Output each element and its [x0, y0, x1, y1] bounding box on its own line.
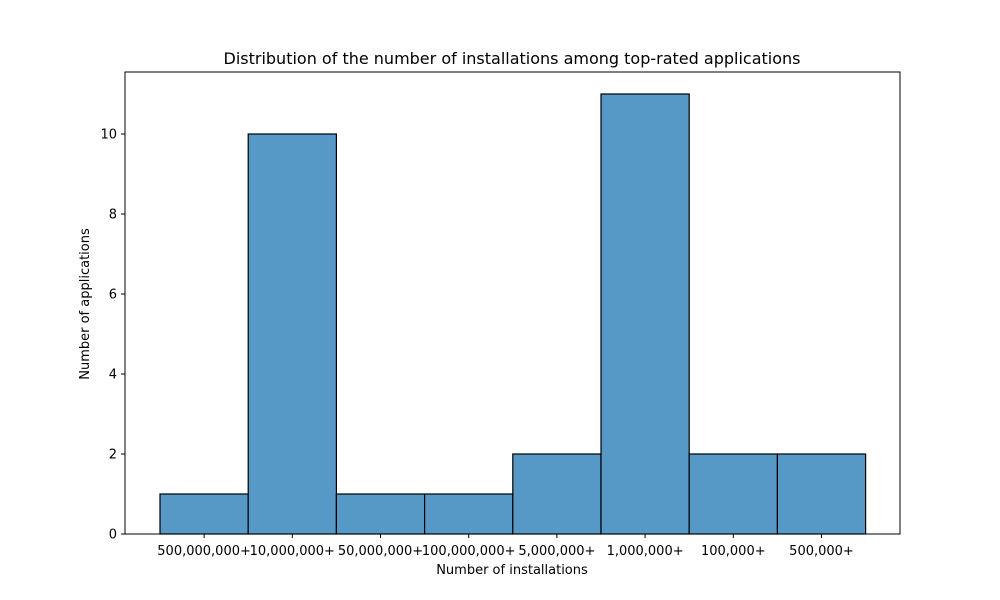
bar-6: [688, 453, 779, 535]
x-axis-label: Number of installations: [436, 563, 588, 578]
chart-title: Distribution of the number of installati…: [224, 49, 801, 68]
bar-5: [600, 93, 690, 535]
bar-7: [776, 453, 867, 535]
y-tick-label-3: 6: [109, 288, 117, 303]
x-axis: 500,000,000+10,000,000+ 50,000,000+100,00…: [157, 534, 854, 559]
bar-1: [247, 133, 337, 535]
y-tick-label-4: 8: [109, 208, 117, 223]
y-axis: 0 2 4 6 8 10: [100, 128, 125, 543]
plot-frame: [124, 71, 901, 535]
x-tick-label-1: 10,000,000+: [250, 544, 335, 559]
y-tick-label-5: 10: [100, 128, 117, 143]
x-tick-label-3: 100,000,000+: [422, 544, 516, 559]
x-tick-label-5: 1,000,000+: [607, 544, 684, 559]
bar-2: [335, 493, 426, 535]
x-tick-label-4: 5,000,000+: [518, 544, 595, 559]
x-tick-label-6: 100,000+: [701, 544, 766, 559]
y-tick-label-1: 2: [109, 448, 117, 463]
y-tick-label-0: 0: [109, 528, 117, 543]
x-tick-label-0: 500,000,000+: [157, 544, 251, 559]
bar-4: [512, 453, 602, 535]
bar-3: [424, 493, 514, 535]
bar-0: [159, 493, 249, 535]
x-tick-label-2: 50,000,000+: [338, 544, 423, 559]
y-axis-label: Number of applications: [78, 228, 93, 380]
bars-group: [159, 93, 867, 535]
x-tick-label-7: 500,000+: [789, 544, 854, 559]
y-tick-label-2: 4: [109, 368, 117, 383]
